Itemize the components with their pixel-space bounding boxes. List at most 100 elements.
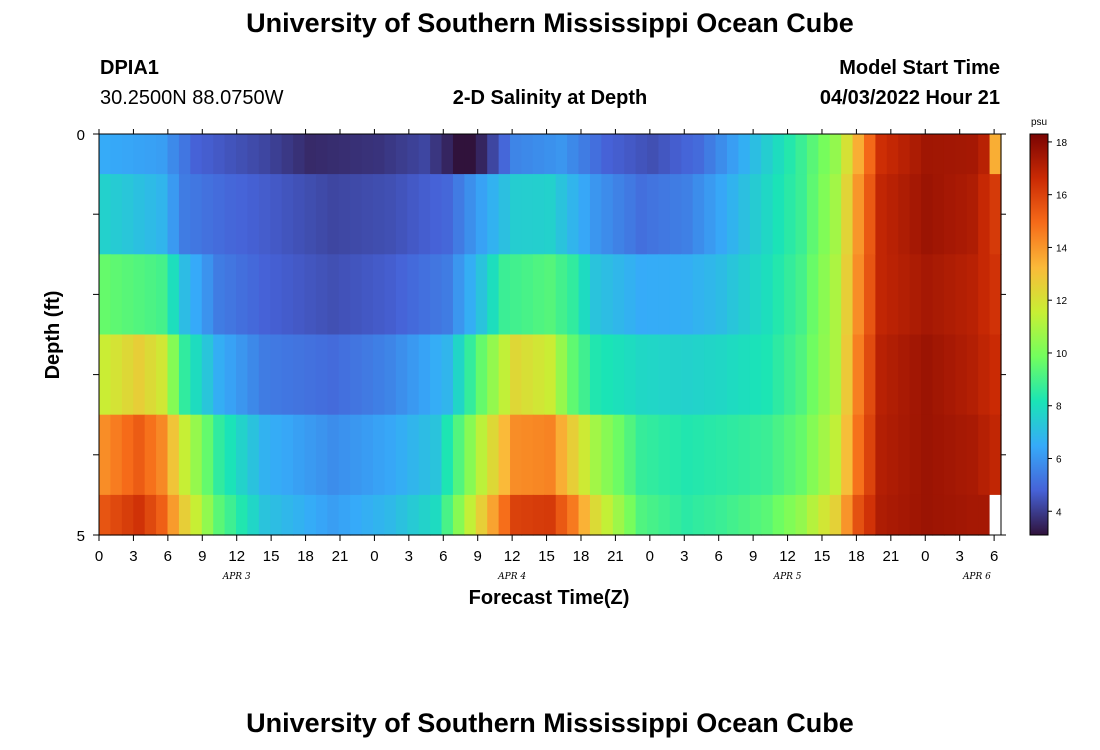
- heatmap-cell: [669, 254, 682, 336]
- heatmap-cell: [315, 174, 328, 255]
- heatmap-cell: [430, 254, 443, 336]
- heatmap-cell: [658, 174, 671, 255]
- heatmap-cell: [452, 334, 465, 416]
- heatmap-cell: [418, 254, 431, 336]
- x-tick-label: 15: [263, 548, 280, 565]
- heatmap-cell: [772, 414, 785, 496]
- heatmap-cell: [875, 334, 888, 416]
- colorbar-tick-label: 12: [1056, 296, 1068, 307]
- heatmap-cell: [167, 334, 180, 416]
- heatmap-cell: [658, 134, 671, 175]
- heatmap-cell: [555, 334, 568, 416]
- heatmap-cell: [167, 494, 180, 536]
- heatmap-cell: [966, 494, 979, 536]
- heatmap-cell: [692, 174, 705, 255]
- heatmap-cell: [624, 174, 637, 255]
- heatmap-cell: [133, 174, 146, 255]
- heatmap-cell: [989, 134, 1002, 175]
- heatmap-cell: [658, 494, 671, 536]
- heatmap-cell: [978, 254, 991, 336]
- heatmap-cell: [738, 494, 751, 536]
- heatmap-cell: [452, 254, 465, 336]
- heatmap-cell: [784, 174, 797, 255]
- heatmap-cell: [327, 254, 340, 336]
- x-tick-label: 9: [198, 548, 206, 565]
- heatmap-cell: [601, 414, 614, 496]
- heatmap-cell: [224, 174, 237, 255]
- heatmap-cell: [692, 134, 705, 175]
- heatmap-cell: [373, 134, 386, 175]
- heatmap-cell: [544, 414, 557, 496]
- heatmap-cell: [886, 174, 899, 255]
- heatmap-cell: [578, 494, 591, 536]
- heatmap-cell: [624, 414, 637, 496]
- heatmap-cell: [978, 334, 991, 416]
- x-tick-label: 0: [95, 548, 103, 565]
- x-tick-label: 6: [164, 548, 172, 565]
- heatmap-cell: [178, 134, 191, 175]
- heatmap-cell: [430, 494, 443, 536]
- x-tick-label: 6: [715, 548, 723, 565]
- heatmap-cell: [806, 414, 819, 496]
- heatmap-cell: [361, 494, 374, 536]
- heatmap-cell: [692, 414, 705, 496]
- heatmap-cell: [829, 134, 842, 175]
- heatmap-cell: [932, 334, 945, 416]
- heatmap-cell: [110, 174, 123, 255]
- heatmap-cell: [932, 254, 945, 336]
- heatmap-cell: [704, 334, 717, 416]
- colorbar: psu 4 6 8 10 12 14 16 18: [1029, 117, 1068, 536]
- heatmap-cell: [350, 174, 363, 255]
- heatmap-cell: [350, 254, 363, 336]
- heatmap-cell: [784, 254, 797, 336]
- heatmap-cell: [475, 414, 488, 496]
- heatmap-cell: [258, 414, 271, 496]
- heatmap-cell: [498, 254, 511, 336]
- heatmap-cell: [738, 174, 751, 255]
- heatmap-cell: [407, 134, 420, 175]
- heatmap-cell: [784, 414, 797, 496]
- heatmap-cell: [738, 334, 751, 416]
- heatmap-cell: [441, 134, 454, 175]
- heatmap-cell: [361, 134, 374, 175]
- heatmap-cell: [430, 334, 443, 416]
- heatmap-cell: [327, 414, 340, 496]
- heatmap-cell: [281, 134, 294, 175]
- x-axis-label: Forecast Time(Z): [469, 587, 630, 609]
- heatmap-cell: [909, 134, 922, 175]
- heatmap-cell: [567, 174, 580, 255]
- heatmap-cell: [681, 134, 694, 175]
- heatmap-cell: [487, 134, 500, 175]
- heatmap-cell: [612, 174, 625, 255]
- heatmap-cell: [624, 254, 637, 336]
- heatmap-cell: [761, 174, 774, 255]
- heatmap-cell: [213, 174, 226, 255]
- heatmap-cell: [567, 414, 580, 496]
- heatmap-cell: [156, 414, 169, 496]
- heatmap-cell: [829, 254, 842, 336]
- heatmap-cell: [978, 134, 991, 175]
- heatmap-cell: [167, 174, 180, 255]
- heatmap-cell: [441, 334, 454, 416]
- heatmap-cell: [715, 494, 728, 536]
- heatmap-cell: [601, 174, 614, 255]
- heatmap-cell: [224, 414, 237, 496]
- heatmap-cell: [841, 254, 854, 336]
- heatmap-cell: [738, 414, 751, 496]
- heatmap-cell: [829, 414, 842, 496]
- heatmap-cell: [498, 414, 511, 496]
- heatmap-cell: [190, 134, 203, 175]
- heatmap-cell: [829, 494, 842, 536]
- heatmap-cell: [921, 494, 934, 536]
- heatmap-cell: [373, 334, 386, 416]
- heatmap-cell: [121, 254, 134, 336]
- heatmap-cell: [521, 134, 534, 175]
- x-tick-label: 21: [332, 548, 349, 565]
- heatmap-cell: [338, 414, 351, 496]
- heatmap-cell: [863, 134, 877, 175]
- heatmap-cell: [681, 414, 694, 496]
- x-tick-label: 12: [228, 548, 245, 565]
- heatmap-cell: [818, 334, 831, 416]
- heatmap-cell: [201, 174, 214, 255]
- heatmap-cell: [178, 334, 191, 416]
